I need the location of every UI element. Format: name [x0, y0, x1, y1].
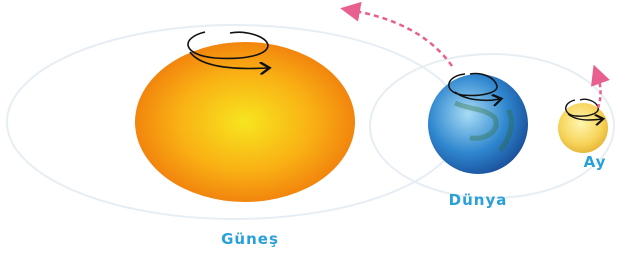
- sun: [135, 42, 355, 202]
- earth-label: Dünya: [449, 191, 508, 209]
- sun-label: Güneş: [221, 230, 279, 248]
- moon-label: Ay: [584, 153, 607, 171]
- page: {"labels": {"sun": "Güneş", "earth": "Dü…: [0, 0, 629, 256]
- diagram: Güneş Dünya Ay: [0, 0, 629, 256]
- earth-revolution: [350, 10, 452, 66]
